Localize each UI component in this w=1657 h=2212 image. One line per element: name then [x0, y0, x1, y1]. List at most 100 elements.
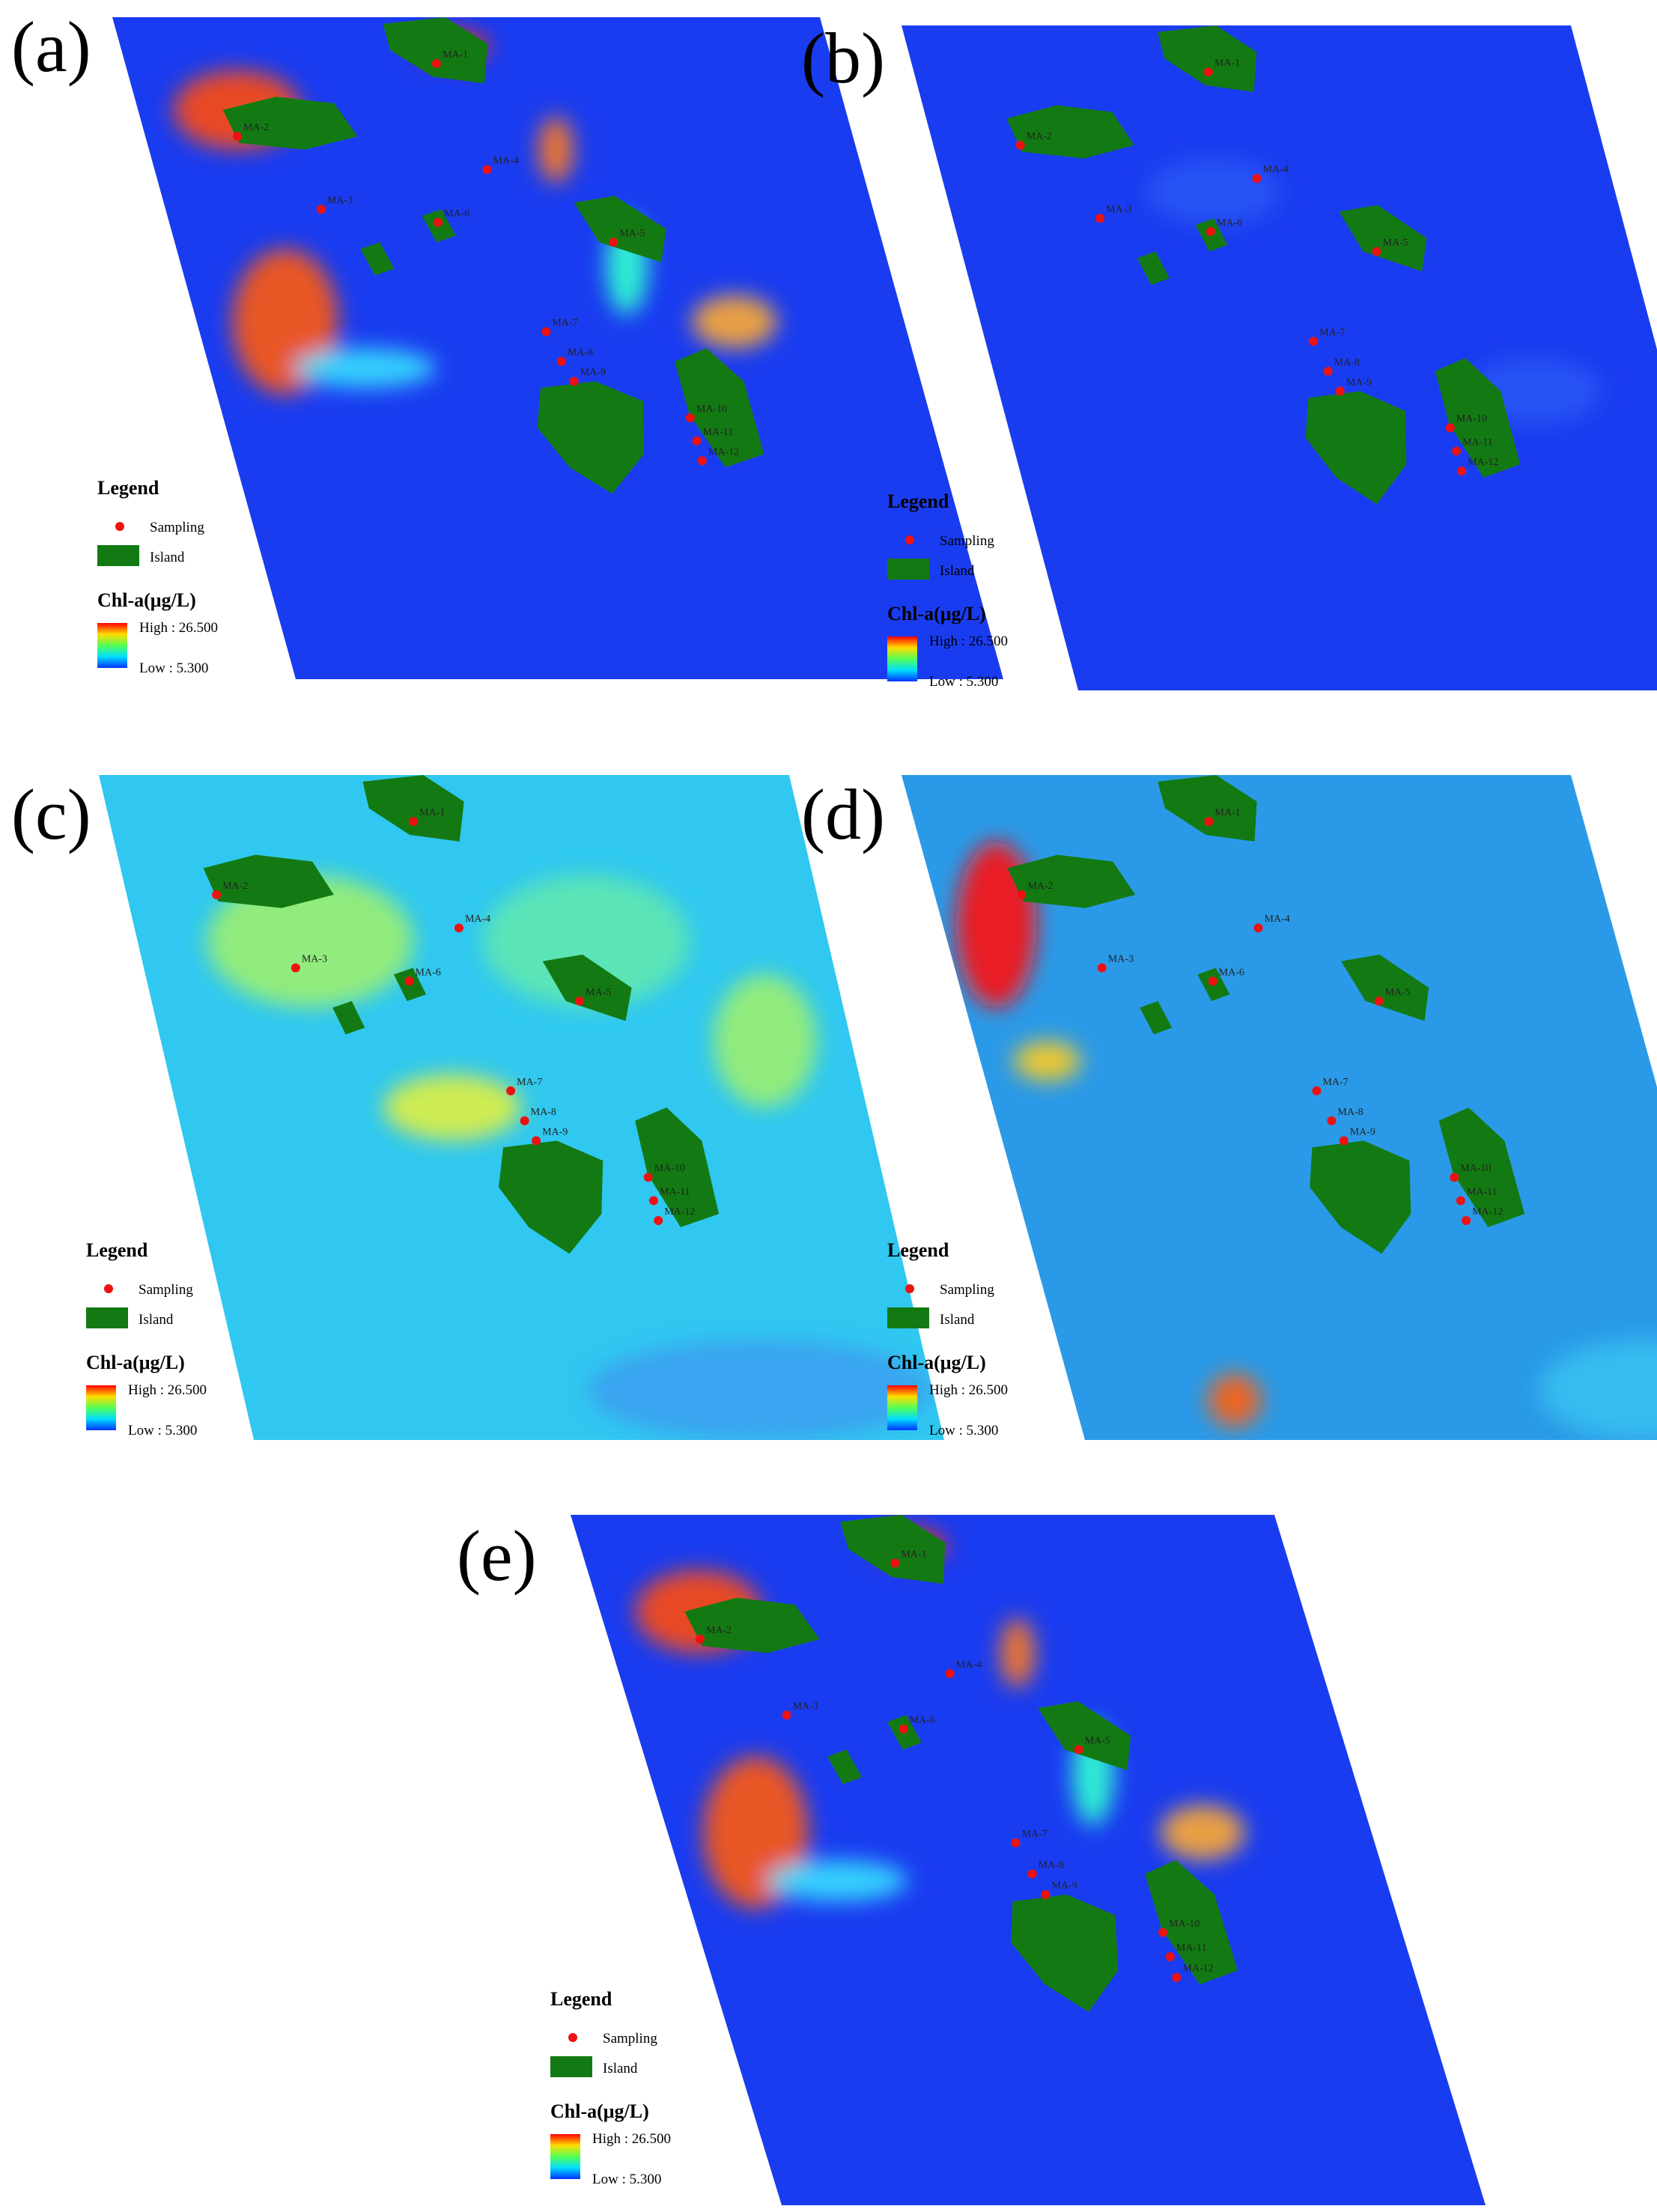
station-label: MA-8 — [1337, 1107, 1363, 1118]
sampling-point — [520, 1116, 529, 1125]
station-label: MA-4 — [493, 155, 519, 166]
sampling-point — [1252, 174, 1262, 183]
island — [360, 242, 395, 276]
chl-patch — [713, 974, 817, 1107]
island — [1341, 954, 1429, 1021]
legend-dot — [905, 1284, 914, 1293]
legend-scale-title: Chl-a(μg/L) — [887, 603, 986, 625]
sampling-point — [291, 963, 300, 973]
legend-title: Legend — [97, 477, 159, 499]
station-label: MA-3 — [793, 1701, 818, 1712]
station-label: MA-2 — [1027, 131, 1052, 142]
station-label: MA-2 — [1027, 881, 1053, 892]
panel-label: (d) — [801, 774, 885, 854]
island — [1438, 1107, 1525, 1227]
station-label: MA-9 — [1346, 377, 1372, 388]
sampling-point — [1011, 1838, 1021, 1847]
legend-sampling: Sampling — [940, 533, 994, 549]
sampling-point — [409, 817, 419, 827]
sampling-point — [1097, 963, 1107, 973]
station-label: MA-7 — [517, 1077, 542, 1088]
station-label: MA-5 — [1385, 987, 1411, 998]
sampling-point — [945, 1669, 955, 1679]
legend-scale-title: Chl-a(μg/L) — [550, 2100, 649, 2122]
island — [1145, 1860, 1238, 1984]
panel-label: (e) — [457, 1516, 537, 1596]
island — [1435, 358, 1521, 478]
sampling-point — [1327, 1116, 1337, 1125]
sampling-point — [1374, 996, 1384, 1006]
island — [1140, 1000, 1173, 1035]
panel-label: (a) — [11, 7, 91, 87]
station-label: MA-12 — [1468, 457, 1498, 468]
sampling-point — [569, 377, 579, 386]
sampling-point — [1339, 1136, 1349, 1146]
map-raster — [571, 1515, 1486, 2205]
chl-patch — [206, 875, 414, 1008]
sampling-point — [649, 1196, 658, 1206]
station-label: MA-5 — [586, 987, 611, 998]
sampling-point — [1335, 386, 1345, 396]
island — [222, 97, 358, 150]
sampling-point — [212, 890, 222, 899]
legend-island — [97, 545, 139, 566]
legend-island-label: Island — [940, 1312, 975, 1328]
legend-sampling: Sampling — [603, 2031, 657, 2047]
island — [1158, 25, 1257, 92]
map-panel: MA-1 MA-2 MA-3 MA-4 MA-5 MA-6 MA-7 MA-8 MA-9 MA-1… — [11, 7, 1003, 679]
sampling-point — [1208, 976, 1217, 986]
island — [840, 1515, 946, 1584]
chl-patch — [1160, 1805, 1245, 1861]
sampling-point — [782, 1710, 791, 1720]
legend-high: High : 26.500 — [139, 620, 218, 636]
island — [1339, 204, 1427, 272]
station-label: MA-8 — [1039, 1859, 1064, 1871]
station-label: MA-12 — [1182, 1963, 1213, 1975]
station-label: MA-10 — [696, 404, 727, 415]
station-label: MA-9 — [542, 1126, 568, 1137]
sampling-point — [1309, 336, 1319, 346]
legend-low: Low : 5.300 — [929, 1423, 998, 1438]
legend-ramp — [887, 1385, 917, 1430]
chl-patch — [1208, 1373, 1262, 1427]
sampling-point — [1312, 1086, 1322, 1096]
island — [499, 1140, 603, 1254]
sampling-point — [1452, 446, 1462, 456]
station-label: MA-11 — [703, 427, 734, 438]
chl-patch — [294, 348, 437, 389]
island — [332, 1000, 365, 1035]
station-label: MA-8 — [531, 1107, 556, 1118]
legend-high: High : 26.500 — [929, 633, 1008, 649]
legend-island — [887, 559, 929, 580]
station-label: MA-11 — [660, 1186, 690, 1197]
chl-patch — [1146, 158, 1280, 225]
sampling-point — [1445, 423, 1455, 433]
map-panel: MA-1 MA-2 MA-3 MA-4 MA-5 MA-6 MA-7 MA-8 MA-9 MA-1… — [11, 774, 944, 1440]
sampling-point — [697, 456, 707, 466]
island — [1006, 105, 1134, 159]
station-label: MA-2 — [706, 1625, 732, 1636]
station-label: MA-11 — [1176, 1942, 1207, 1954]
sampling-point — [232, 132, 242, 142]
sampling-point — [1462, 1215, 1471, 1225]
island — [537, 381, 644, 494]
station-label: MA-3 — [1106, 204, 1131, 216]
island — [1310, 1140, 1411, 1254]
sampling-point — [899, 1724, 908, 1734]
sampling-point — [1015, 140, 1025, 150]
legend-sampling: Sampling — [150, 520, 204, 535]
island — [675, 348, 764, 468]
station-label: MA-5 — [619, 228, 645, 240]
map-raster — [902, 775, 1657, 1440]
legend-title: Legend — [86, 1239, 148, 1261]
station-label: MA-8 — [1334, 357, 1360, 368]
station-label: MA-1 — [419, 807, 445, 818]
legend-island-label: Island — [603, 2061, 638, 2076]
sampling-point — [404, 976, 414, 986]
sampling-point — [685, 413, 695, 422]
station-label: MA-2 — [222, 881, 248, 892]
chl-patch — [1014, 1041, 1081, 1081]
legend-dot — [115, 522, 124, 531]
island — [827, 1749, 863, 1784]
legend-title: Legend — [550, 1988, 612, 2010]
